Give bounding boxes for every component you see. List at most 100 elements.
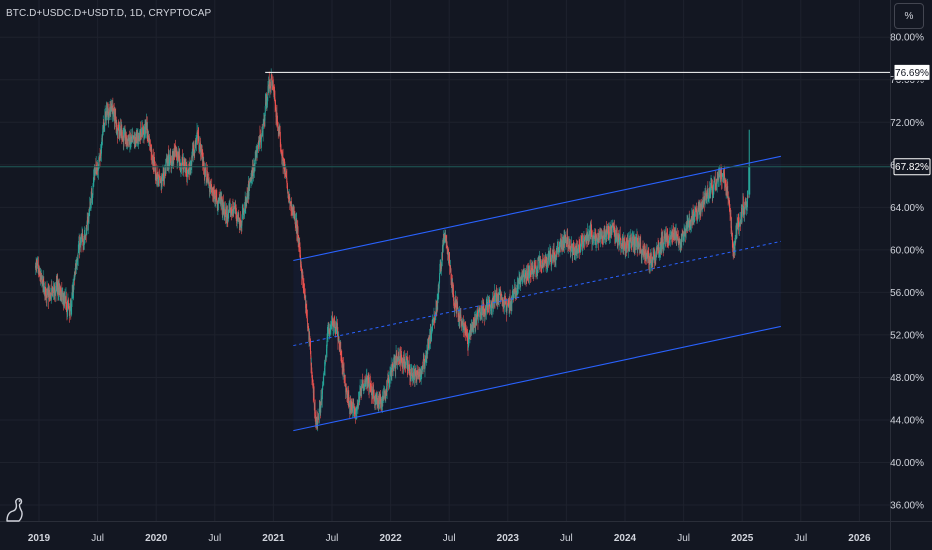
- candle-body: [171, 162, 172, 168]
- candle-body: [176, 152, 177, 154]
- candle-body: [249, 182, 251, 184]
- candle-body: [574, 248, 576, 251]
- candle-body: [403, 358, 405, 362]
- candle-body: [50, 294, 52, 297]
- candle-body: [90, 200, 92, 205]
- candle-body: [450, 279, 452, 281]
- candle-body: [478, 312, 479, 314]
- candle-body: [476, 313, 478, 315]
- candle-body: [431, 331, 433, 333]
- percent-scale-button[interactable]: %: [894, 3, 924, 29]
- candle-body: [543, 259, 545, 266]
- candle-body: [300, 250, 301, 259]
- candle-body: [308, 333, 310, 340]
- candle-body: [683, 232, 685, 234]
- candle-body: [482, 306, 483, 311]
- candle-body: [323, 373, 325, 375]
- candle-body: [487, 302, 489, 307]
- candle-body: [673, 232, 674, 235]
- candle-body: [676, 234, 678, 238]
- candle-body: [430, 334, 432, 339]
- candle-body: [429, 337, 431, 338]
- candle-body: [702, 200, 703, 210]
- candle-body: [43, 282, 45, 293]
- candle-body: [313, 390, 315, 396]
- candle-body: [351, 404, 353, 407]
- channel-middle-line[interactable]: [293, 240, 781, 347]
- candle-body: [312, 377, 313, 383]
- candle-body: [712, 191, 714, 195]
- candle-body: [669, 236, 671, 238]
- candle-body: [453, 293, 454, 301]
- candle-body: [388, 377, 390, 384]
- candle-body: [310, 347, 312, 356]
- candle-body: [661, 237, 662, 247]
- candle-body: [46, 295, 47, 298]
- candle-body: [498, 294, 499, 296]
- candle-body: [274, 92, 276, 98]
- candle-body: [413, 372, 415, 378]
- candle-body: [537, 260, 539, 268]
- candle-body: [469, 330, 471, 335]
- candle-body: [439, 276, 440, 285]
- candle-body: [280, 152, 282, 155]
- candle-body: [666, 235, 668, 237]
- candle-body: [100, 153, 102, 156]
- candle-body: [380, 395, 382, 402]
- candle-body: [71, 306, 72, 309]
- candle-body: [715, 185, 717, 186]
- candle-body: [350, 401, 351, 411]
- candle-body: [508, 300, 509, 305]
- candle-body: [437, 294, 439, 304]
- candle-body: [526, 274, 527, 280]
- candle-body: [598, 236, 600, 238]
- candle-body: [554, 259, 556, 262]
- candle-body: [674, 228, 676, 233]
- candle-body: [460, 320, 462, 323]
- candle-body: [367, 377, 369, 387]
- candle-body: [169, 158, 171, 162]
- candle-body: [609, 236, 611, 238]
- candle-body: [282, 157, 284, 167]
- candle-body: [457, 305, 459, 309]
- candle-body: [83, 244, 84, 247]
- candle-body: [708, 194, 710, 196]
- candle-body: [353, 406, 355, 409]
- candle-body: [161, 179, 163, 182]
- candle-body: [647, 254, 649, 256]
- candle-body: [357, 407, 358, 408]
- candle-body: [712, 188, 713, 195]
- candle-body: [673, 233, 675, 239]
- candle-body: [159, 178, 161, 179]
- channel-lower-line[interactable]: [293, 325, 781, 432]
- candle-body: [650, 259, 652, 261]
- candle-body: [684, 230, 686, 235]
- candle-body: [461, 324, 463, 327]
- candle-body: [658, 248, 660, 251]
- candle-body: [313, 395, 315, 405]
- candle-body: [652, 257, 653, 263]
- candle-body: [87, 221, 89, 225]
- candle-body: [598, 233, 600, 238]
- candle-body: [81, 235, 83, 239]
- tradingview-logo-icon[interactable]: [4, 496, 26, 522]
- candle-body: [546, 256, 548, 261]
- candle-body: [75, 265, 77, 268]
- candle-body: [717, 176, 719, 178]
- candle-body: [405, 360, 407, 363]
- candle-body: [603, 234, 604, 241]
- candle-body: [557, 249, 558, 251]
- candle-body: [58, 286, 60, 294]
- candle-body: [564, 239, 566, 246]
- candle-body: [374, 396, 376, 402]
- candle-body: [406, 359, 408, 369]
- candle-body: [392, 367, 394, 370]
- candle-body: [91, 197, 93, 199]
- candle-body: [68, 307, 70, 310]
- channel-upper-line[interactable]: [293, 155, 781, 262]
- candle-body: [249, 183, 251, 187]
- candle-body: [363, 386, 365, 389]
- x-tick-label: Jul: [326, 533, 339, 544]
- x-tick-label: 2023: [497, 533, 520, 544]
